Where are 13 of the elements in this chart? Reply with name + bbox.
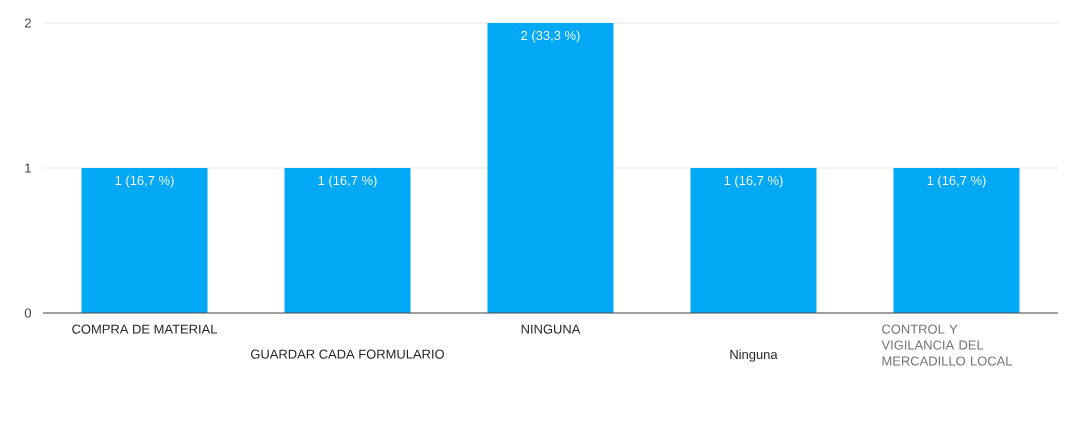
data-label: 1 (16,7 %) <box>927 175 986 188</box>
y-tick-label: 0 <box>24 308 31 318</box>
data-label: 1 (16,7 %) <box>318 175 377 188</box>
x-tick-label: GUARDAR CADA FORMULARIO <box>251 349 444 359</box>
x-tick-label: Ninguna <box>730 349 778 362</box>
data-label: 1 (16,7 %) <box>724 175 783 188</box>
x-tick-label: COMPRA DE MATERIAL <box>72 324 217 334</box>
x-tick-label: CONTROL Y VIGILANCIA DEL MERCADILLO LOCAL <box>881 324 1013 366</box>
data-label: 1 (16,7 %) <box>115 175 174 188</box>
y-tick-label: 1 <box>25 163 31 173</box>
y-tick-label: 2 <box>24 18 31 28</box>
x-tick-label: NINGUNA <box>521 324 581 334</box>
data-label: 2 (33,3 %) <box>521 30 580 43</box>
